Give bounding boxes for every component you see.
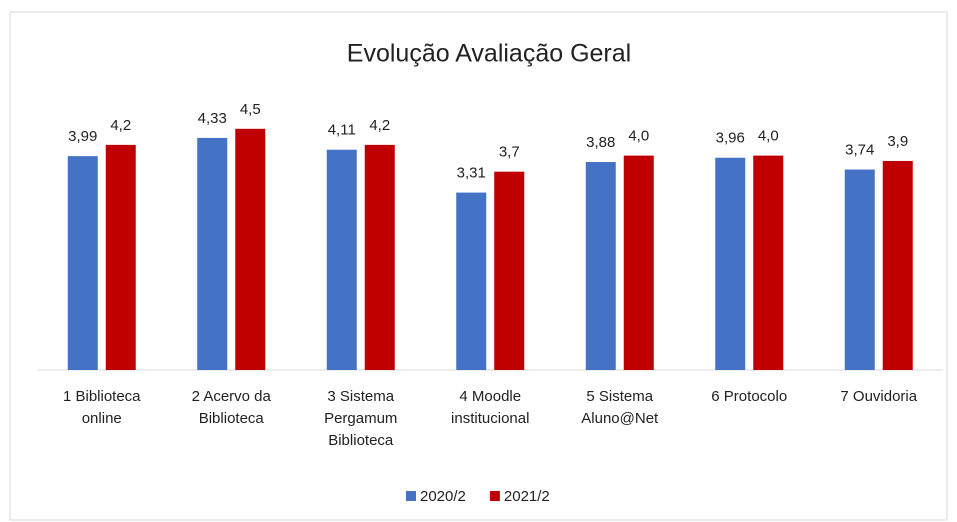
bar: [844, 169, 875, 370]
chart-title: Evolução Avaliação Geral: [347, 40, 631, 68]
x-tick-label: 1 Biblioteca online: [62, 388, 141, 427]
data-label: 3,9: [887, 133, 908, 150]
data-label: 4,2: [110, 117, 131, 134]
data-label: 3,88: [586, 134, 615, 151]
bar: [364, 144, 395, 370]
x-tick-label: 4 Moodle institucional: [451, 388, 530, 427]
data-label: 4,0: [628, 128, 649, 145]
data-label: 3,74: [845, 142, 874, 159]
bar: [67, 156, 98, 370]
data-label: 4,5: [240, 101, 261, 118]
data-label: 4,33: [198, 110, 227, 127]
x-tick-label: 3 Sistema Pergamum Biblioteca: [324, 388, 398, 449]
legend-label: 2021/2: [504, 488, 550, 505]
bar: [715, 157, 746, 370]
legend-swatch: [489, 491, 500, 501]
bar: [235, 128, 266, 370]
x-tick-label: 2 Acervo da Biblioteca: [191, 388, 271, 427]
data-label: 3,96: [716, 130, 745, 147]
data-label: 3,31: [457, 165, 486, 182]
legend-label: 2020/2: [420, 488, 466, 505]
bar: [494, 171, 525, 370]
bar: [197, 137, 228, 370]
bar: [585, 162, 616, 370]
bar: [753, 155, 784, 370]
data-label: 4,0: [758, 128, 779, 145]
data-label: 4,11: [328, 122, 356, 139]
bar: [326, 149, 357, 370]
bar: [105, 144, 136, 370]
data-label: 4,2: [369, 117, 390, 134]
data-label: 3,7: [499, 144, 520, 161]
x-tick-label: 7 Ouvidoria: [840, 388, 918, 405]
legend-swatch: [406, 491, 416, 501]
bar: [623, 155, 654, 370]
x-tick-label: 5 Sistema Aluno@Net: [581, 388, 659, 427]
bar: [882, 160, 913, 370]
bar: [456, 192, 487, 370]
data-label: 3,99: [68, 128, 97, 145]
x-tick-label: 6 Protocolo: [711, 388, 788, 405]
